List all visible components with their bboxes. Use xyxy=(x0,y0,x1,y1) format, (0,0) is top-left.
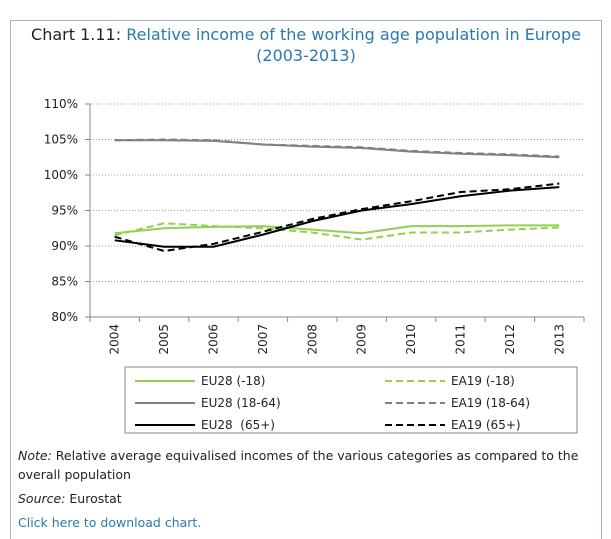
x-tick-label: 2008 xyxy=(305,324,319,355)
series-line xyxy=(114,222,560,241)
chart: 80% 85% 90% 95% 100% 105% 110% 2004 2005 2006 2007… xyxy=(44,97,585,434)
x-tick-label: 2011 xyxy=(454,324,468,355)
legend-label: EA19 (65+) xyxy=(451,418,521,432)
y-tick-label: 90% xyxy=(51,239,78,253)
note: Note: Relative average equivalised incom… xyxy=(18,446,598,484)
y-tick-label: 105% xyxy=(44,133,78,147)
x-tick-label: 2010 xyxy=(404,324,418,355)
source-text: Eurostat xyxy=(69,491,122,506)
x-tick-label: 2006 xyxy=(207,324,221,355)
y-tick-label: 100% xyxy=(44,168,78,182)
download-link[interactable]: Click here to download chart. xyxy=(18,515,202,530)
chart-label: Chart 1.11: xyxy=(31,25,122,44)
legend-label: EU28 (65+) xyxy=(201,418,275,432)
series-line xyxy=(114,186,560,248)
x-tick-label: 2005 xyxy=(157,324,171,355)
source: Source: Eurostat xyxy=(18,489,598,508)
series-line xyxy=(114,182,560,252)
legend-label: EA19 (-18) xyxy=(451,374,515,388)
legend-label: EA19 (18-64) xyxy=(451,396,530,410)
download: Click here to download chart. xyxy=(18,513,598,532)
y-tick-label: 80% xyxy=(51,310,78,324)
legend-box xyxy=(124,366,578,434)
x-tick-label: 2013 xyxy=(552,324,566,355)
y-tick-label: 110% xyxy=(44,97,78,111)
y-tick-label: 85% xyxy=(51,275,78,289)
title-text: Relative income of the working age popul… xyxy=(126,25,581,65)
x-tick-label: 2012 xyxy=(503,324,517,355)
note-text: Relative average equivalised incomes of … xyxy=(18,448,579,482)
series-line xyxy=(114,224,560,235)
chart-title: Chart 1.11: Relative income of the worki… xyxy=(14,24,598,66)
y-tick-label: 95% xyxy=(51,204,78,218)
x-tick-label: 2009 xyxy=(355,324,369,355)
legend-label: EU28 (-18) xyxy=(201,374,265,388)
series-line xyxy=(114,138,560,158)
note-label: Note: xyxy=(18,448,52,463)
frame xyxy=(10,20,602,539)
x-tick-label: 2007 xyxy=(256,324,270,355)
x-tick-label: 2004 xyxy=(108,324,122,355)
legend-label: EU28 (18-64) xyxy=(201,396,281,410)
source-label: Source: xyxy=(18,491,66,506)
